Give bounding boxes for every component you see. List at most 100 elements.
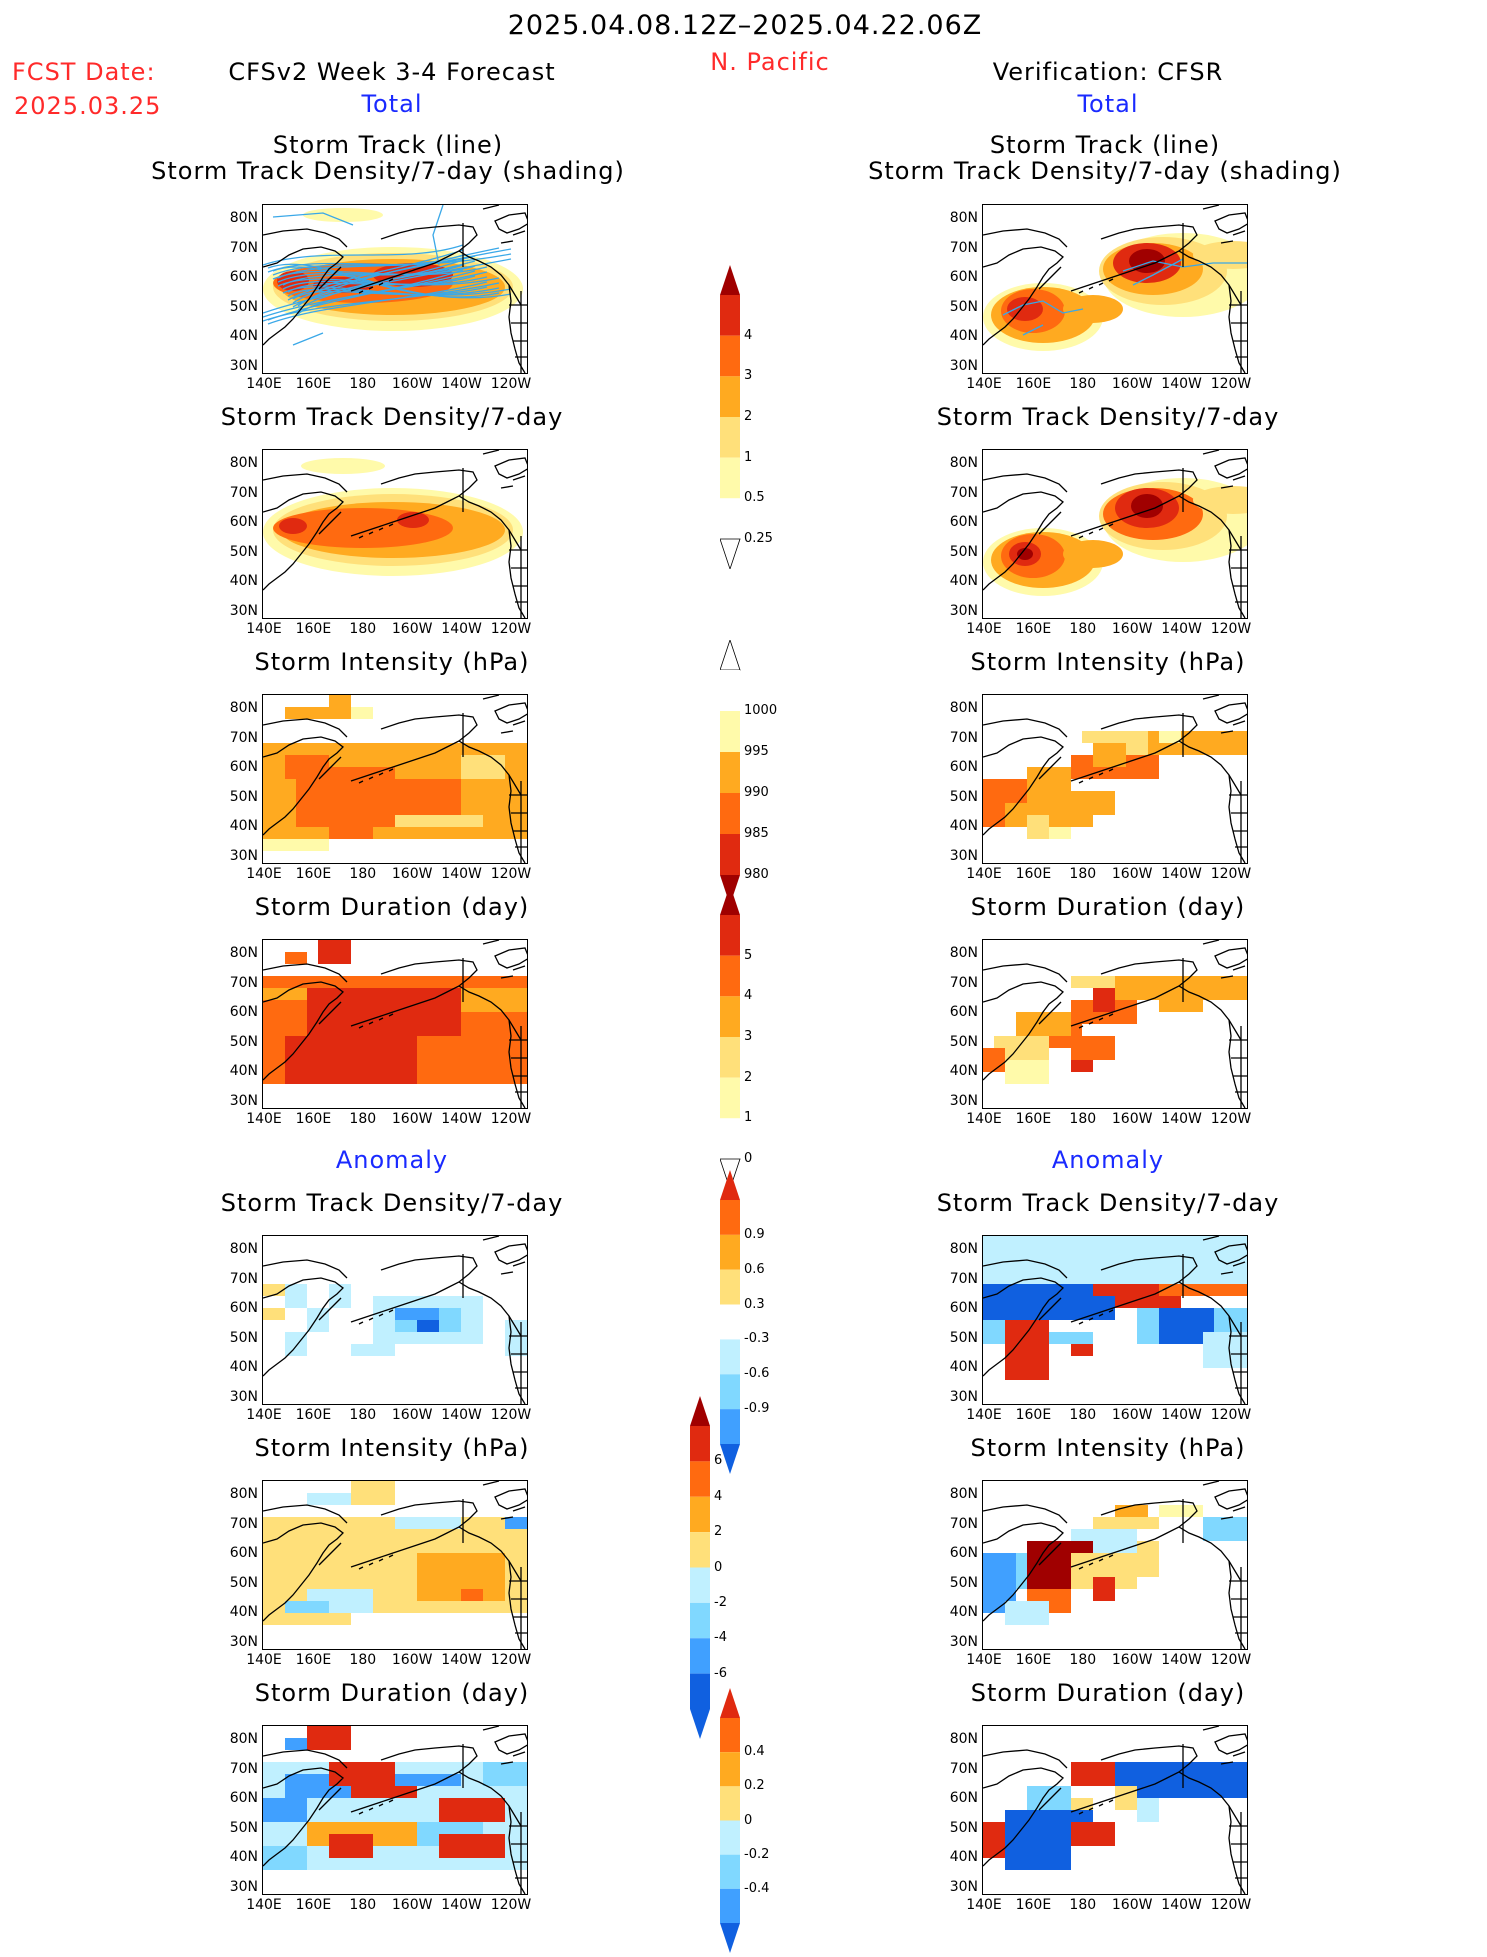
lat-tick-label: 60N (949, 1300, 978, 1316)
right-duration-anom-title: Storm Duration (day) (970, 1679, 1246, 1707)
lat-tick-label: 80N (229, 210, 258, 226)
lon-tick-label: 160E (1015, 621, 1052, 637)
right-intensity-anom-title: Storm Intensity (hPa) (970, 1434, 1246, 1462)
coastline (983, 1236, 1247, 1404)
lat-tick-label: 40N (949, 1604, 978, 1620)
lon-tick-label: 180 (349, 621, 377, 637)
lon-tick-label: 180 (349, 1652, 377, 1668)
lat-tick-label: 60N (949, 1004, 978, 1020)
right-intensity-title: Storm Intensity (hPa) (970, 648, 1246, 676)
lon-tick-label: 140E (966, 621, 1002, 637)
coastline (263, 205, 527, 373)
left-density-title: Storm Track Density/7-day (220, 403, 564, 431)
lat-tick-label: 30N (949, 1092, 978, 1109)
lon-tick-label: 160W (1111, 376, 1153, 392)
lat-tick-label: 40N (949, 818, 978, 834)
left-intensity-title: Storm Intensity (hPa) (254, 648, 530, 676)
colorbar-tick-label: 1000 (744, 703, 778, 718)
lat-tick-label: 40N (229, 1604, 258, 1620)
intensity-anom-colorbar: 6 4 2 0 -2 -4 -6 (690, 1396, 760, 1743)
lon-tick-label: 140W (441, 1111, 482, 1127)
lon-tick-label: 120W (490, 1652, 532, 1668)
lon-tick-label: 160W (391, 1897, 433, 1913)
lat-tick-label: 70N (229, 974, 258, 991)
lat-tick-label: 40N (229, 818, 258, 834)
lat-tick-label: 30N (949, 1633, 978, 1650)
lat-tick-label: 50N (229, 1574, 258, 1591)
right-intensity-map (982, 694, 1248, 864)
lon-tick-label: 120W (1210, 1652, 1252, 1668)
lat-tick-label: 50N (949, 788, 978, 805)
lon-tick-label: 160W (391, 1407, 433, 1423)
lat-tick-label: 40N (229, 1849, 258, 1865)
coastline (263, 1481, 527, 1649)
lat-tick-label: 50N (949, 543, 978, 560)
lon-tick-label: 180 (1069, 621, 1097, 637)
coastline (263, 695, 527, 863)
lat-tick-label: 40N (949, 573, 978, 589)
lat-tick-label: 60N (949, 514, 978, 530)
lat-tick-label: 60N (229, 759, 258, 775)
lon-tick-label: 120W (490, 866, 532, 882)
right-duration-map (982, 939, 1248, 1109)
lon-tick-label: 160E (295, 866, 332, 882)
colorbar-tick-label: -0.2 (744, 1846, 770, 1862)
lat-tick-label: 40N (949, 1359, 978, 1375)
lat-tick-label: 30N (949, 847, 978, 864)
lon-tick-label: 140E (966, 1407, 1002, 1423)
colorbar-tick-label: -0.4 (744, 1880, 770, 1896)
lon-tick-label: 160W (391, 1652, 433, 1668)
intensity-colorbar: 1000 995 990 985 980 (719, 638, 790, 909)
left-intensity-map (262, 694, 528, 864)
lat-tick-label: 40N (229, 1359, 258, 1375)
left-track-map (262, 204, 528, 374)
left-duration-anom-title: Storm Duration (day) (254, 1679, 530, 1707)
right-density-anom-map-plot (983, 1236, 1247, 1404)
coastline (263, 450, 527, 618)
left-track-title: Storm Track (line) Storm Track Density/7-… (151, 131, 625, 185)
lat-tick-label: 40N (229, 1063, 258, 1079)
lat-tick-label: 30N (229, 847, 258, 864)
lon-tick-label: 120W (1210, 1897, 1252, 1913)
lat-tick-label: 50N (229, 1329, 258, 1346)
coastline (263, 1236, 527, 1404)
lon-tick-label: 120W (490, 621, 532, 637)
lon-tick-label: 140W (1161, 1897, 1202, 1913)
right-model-title: Verification: CFSR (992, 58, 1224, 86)
lon-tick-label: 160W (1111, 1111, 1153, 1127)
lon-tick-label: 140E (246, 1407, 282, 1423)
lon-tick-label: 140E (966, 866, 1002, 882)
lon-tick-label: 120W (490, 1897, 532, 1913)
lon-tick-label: 140W (1161, 1652, 1202, 1668)
colorbar-tick-label: 4 (714, 1488, 723, 1504)
lon-tick-label: 180 (1069, 1407, 1097, 1423)
lon-tick-label: 140E (966, 1897, 1002, 1913)
lon-tick-label: 140W (441, 621, 482, 637)
left-total-label: Total (361, 90, 423, 118)
lat-tick-label: 80N (229, 700, 258, 716)
lon-tick-label: 140W (1161, 376, 1202, 392)
left-density-anom-map (262, 1235, 528, 1405)
lat-tick-label: 80N (229, 945, 258, 961)
lat-tick-label: 70N (949, 239, 978, 256)
right-track-map-plot (983, 205, 1247, 373)
lat-tick-label: 60N (229, 1004, 258, 1020)
colorbar-tick-label: 0.2 (744, 1778, 765, 1794)
colorbar-tick-label: 0.3 (744, 1296, 765, 1312)
duration-anom-colorbar: 0.4 0.2 0 -0.2 -0.4 (720, 1688, 790, 1957)
lon-tick-label: 120W (1210, 1407, 1252, 1423)
lat-tick-label: 50N (949, 298, 978, 315)
colorbar-tick-label: 5 (744, 947, 753, 963)
colorbar-tick-label: 4 (744, 327, 753, 343)
colorbar-tick-label: 985 (744, 826, 769, 841)
lon-tick-label: 120W (1210, 1111, 1252, 1127)
lon-tick-label: 140E (246, 1897, 282, 1913)
lat-tick-label: 50N (949, 1819, 978, 1836)
lat-tick-label: 80N (229, 1731, 258, 1747)
lon-tick-label: 140W (441, 1407, 482, 1423)
colorbar-tick-label: -4 (714, 1630, 727, 1646)
coastline (983, 1726, 1247, 1894)
coastline (983, 205, 1247, 373)
lon-tick-label: 140E (246, 1111, 282, 1127)
left-density-anom-title: Storm Track Density/7-day (220, 1189, 564, 1217)
